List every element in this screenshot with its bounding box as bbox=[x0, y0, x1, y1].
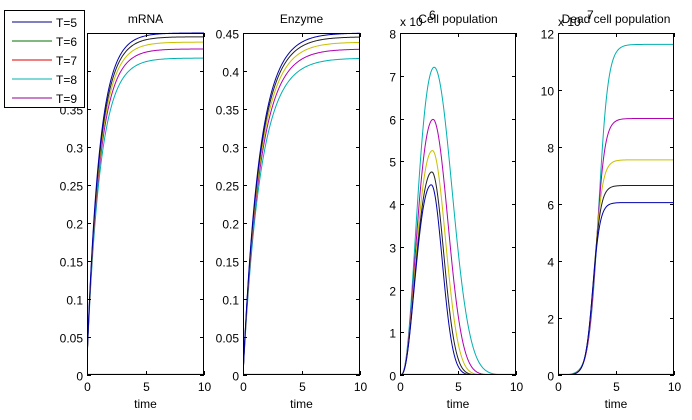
y-tick-label: 2 bbox=[547, 313, 554, 327]
y-tick-label: 0 bbox=[232, 370, 239, 384]
y-tick-label: 0.15 bbox=[60, 256, 84, 270]
y-exponent-label: x 10 bbox=[400, 15, 423, 29]
x-tick-label: 0 bbox=[240, 380, 247, 394]
series-group bbox=[243, 32, 360, 375]
x-tick-label: 5 bbox=[455, 380, 462, 394]
legend-entry: T=9 bbox=[12, 92, 77, 106]
x-tick-label: 10 bbox=[354, 380, 368, 394]
y-tick-label: 0.35 bbox=[216, 104, 240, 118]
y-tick-label: 3 bbox=[389, 242, 396, 256]
x-tick-label: 0 bbox=[397, 380, 404, 394]
series-line-magenta bbox=[243, 48, 360, 375]
y-tick-label: 0.1 bbox=[222, 294, 239, 308]
series-line-black bbox=[243, 36, 360, 375]
y-tick-label: 4 bbox=[389, 199, 396, 213]
plot-area bbox=[243, 33, 360, 375]
series-line-blue bbox=[400, 184, 516, 375]
y-tick-label: 4 bbox=[547, 256, 554, 270]
y-tick-label: 1 bbox=[389, 327, 396, 341]
y-tick-label: 0 bbox=[76, 370, 83, 384]
panel-mrna: 00.050.10.150.20.250.30.350.40.450510tim… bbox=[60, 12, 212, 411]
y-tick-label: 8 bbox=[547, 142, 554, 156]
y-exponent-power: 6 bbox=[429, 8, 436, 22]
series-line-yellow bbox=[243, 41, 360, 375]
series-line-blue bbox=[558, 202, 674, 375]
y-tick-label: 0.3 bbox=[66, 142, 83, 156]
y-tick-label: 0.2 bbox=[66, 218, 83, 232]
legend-label: T=7 bbox=[56, 54, 77, 68]
y-tick-label: 0.25 bbox=[60, 180, 84, 194]
series-line-cyan bbox=[87, 57, 204, 360]
y-tick-label: 0 bbox=[389, 370, 396, 384]
y-tick-label: 0.45 bbox=[216, 28, 240, 42]
legend-entry: T=8 bbox=[12, 73, 77, 87]
y-exponent-power: 7 bbox=[587, 8, 594, 22]
series-line-yellow bbox=[400, 150, 516, 375]
series-line-magenta bbox=[87, 48, 204, 360]
y-tick-label: 8 bbox=[389, 28, 396, 42]
x-tick-label: 10 bbox=[668, 380, 682, 394]
legend-label: T=9 bbox=[56, 92, 77, 106]
x-axis-label: time bbox=[290, 397, 313, 411]
chart-title: mRNA bbox=[128, 12, 163, 26]
plot-area bbox=[558, 33, 674, 375]
y-tick-label: 12 bbox=[541, 28, 555, 42]
y-tick-label: 0.25 bbox=[216, 180, 240, 194]
x-axis-label: time bbox=[447, 397, 470, 411]
series-line-cyan bbox=[243, 57, 360, 375]
series-line-yellow bbox=[87, 41, 204, 360]
y-tick-label: 10 bbox=[541, 85, 555, 99]
x-tick-label: 5 bbox=[613, 380, 620, 394]
y-tick-label: 0.05 bbox=[60, 332, 84, 346]
y-tick-label: 0.3 bbox=[222, 142, 239, 156]
y-exponent-label: x 10 bbox=[558, 15, 581, 29]
legend-label: T=6 bbox=[56, 35, 77, 49]
series-line-black bbox=[400, 171, 516, 375]
axes-frame bbox=[243, 33, 360, 375]
x-axis-label: time bbox=[605, 397, 628, 411]
legend-entry: T=7 bbox=[12, 54, 77, 68]
chart-title: Enzyme bbox=[280, 12, 324, 26]
legend-entry: T=6 bbox=[12, 35, 77, 49]
series-line-cyan bbox=[558, 43, 674, 375]
y-tick-label: 0.1 bbox=[66, 294, 83, 308]
y-tick-label: 6 bbox=[547, 199, 554, 213]
y-tick-label: 5 bbox=[389, 156, 396, 170]
legend-entry: T=5 bbox=[12, 16, 77, 30]
y-tick-label: 0 bbox=[547, 370, 554, 384]
legend: T=5 T=6 T=7 T=8 T=9 bbox=[4, 10, 85, 108]
x-tick-label: 5 bbox=[143, 380, 150, 394]
x-tick-label: 0 bbox=[555, 380, 562, 394]
legend-box bbox=[4, 10, 85, 108]
x-tick-label: 5 bbox=[299, 380, 306, 394]
y-tick-label: 0.2 bbox=[222, 218, 239, 232]
y-tick-label: 6 bbox=[389, 114, 396, 128]
legend-label: T=5 bbox=[56, 16, 77, 30]
x-axis-label: time bbox=[134, 397, 157, 411]
y-tick-label: 0.4 bbox=[222, 66, 239, 80]
x-tick-label: 10 bbox=[198, 380, 212, 394]
x-tick-label: 0 bbox=[84, 380, 91, 394]
chart-title: Cell population bbox=[418, 12, 497, 26]
panel-enzyme: 0 0.05 0.1 0.15 0.2 0.25 0.3 0.35 0.4 0.45 0 5 10 tim… bbox=[216, 12, 368, 411]
chart-title: Dead cell population bbox=[562, 12, 671, 26]
legend-label: T=8 bbox=[56, 73, 77, 87]
x-tick-label: 10 bbox=[510, 380, 524, 394]
y-tick-label: 2 bbox=[389, 285, 396, 299]
y-tick-label: 7 bbox=[389, 71, 396, 85]
series-line-black bbox=[87, 36, 204, 360]
axes-frame bbox=[87, 33, 204, 375]
y-tick-label: 0.05 bbox=[216, 332, 240, 346]
plot-area bbox=[87, 33, 204, 375]
y-tick-label: 0.15 bbox=[216, 256, 240, 270]
